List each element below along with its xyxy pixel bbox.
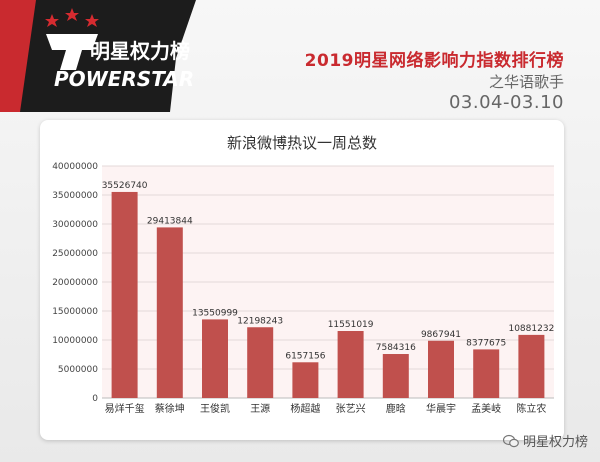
bar (382, 354, 409, 398)
x-tick-label: 鹿晗 (386, 402, 406, 415)
x-tick-label: 孟美岐 (471, 402, 501, 415)
bar-chart: 新浪微博热议一周总数 0 5000000 10000000 15000000 20000… (52, 134, 554, 415)
data-label: 8377675 (466, 338, 506, 348)
bar (111, 191, 138, 398)
data-label: 9867941 (421, 330, 461, 340)
chart-panel: 新浪微博热议一周总数 0 5000000 10000000 15000000 20000… (40, 120, 564, 440)
y-tick-label: 35000000 (52, 191, 98, 201)
brand-cn: 明星权力榜 (90, 39, 190, 63)
page-title: 2019明星网络影响力指数排行榜 (304, 51, 564, 71)
brand-en: POWERSTAR (54, 67, 194, 91)
wechat-icon (502, 434, 519, 447)
y-tick-label: 0 (92, 394, 98, 404)
logo-red-stripe (0, 0, 36, 112)
date-range: 03.04-03.10 (448, 92, 564, 113)
logo-graphic: 明星权力榜 POWERSTAR (0, 0, 196, 112)
data-label: 6157156 (285, 351, 325, 361)
bar (337, 331, 364, 398)
y-tick-label: 20000000 (52, 278, 98, 288)
data-label: 10881232 (508, 324, 554, 334)
y-tick-label: 30000000 (52, 220, 98, 230)
x-tick-label: 蔡徐坤 (155, 402, 185, 415)
bar (428, 340, 454, 398)
x-tick-label: 华晨宇 (426, 402, 456, 415)
logo-mark (46, 34, 98, 70)
y-tick-label: 5000000 (58, 365, 98, 375)
data-label: 7584316 (376, 343, 416, 353)
data-label: 12198243 (237, 316, 283, 326)
x-tick-label: 张艺兴 (336, 403, 366, 415)
bar (473, 349, 500, 398)
y-tick-label: 10000000 (52, 336, 98, 346)
data-label: 11551019 (328, 320, 374, 330)
bar (247, 327, 274, 398)
page-subtitle: 之华语歌手 (488, 73, 564, 91)
y-tick-label: 15000000 (52, 307, 98, 317)
x-tick-label: 杨超越 (290, 402, 320, 415)
y-tick-label: 40000000 (52, 162, 98, 172)
watermark: 明星权力榜 (502, 431, 588, 450)
logo-stars (45, 8, 99, 27)
bar (156, 227, 183, 398)
bar (292, 362, 319, 398)
y-tick-label: 25000000 (52, 249, 98, 259)
x-tick-label: 陈立农 (516, 402, 546, 415)
data-label: 13550999 (192, 308, 238, 318)
bar (518, 334, 545, 398)
x-tick-label: 王源 (250, 402, 270, 415)
data-label: 35526740 (102, 181, 148, 191)
watermark-text: 明星权力榜 (522, 435, 588, 450)
data-label: 29413844 (147, 216, 193, 226)
x-tick-label: 易烊千玺 (105, 402, 145, 415)
chart-title: 新浪微博热议一周总数 (227, 134, 377, 152)
logo: 明星权力榜 POWERSTAR (0, 0, 210, 112)
bar (202, 319, 228, 398)
x-tick-label: 王俊凯 (200, 402, 230, 415)
logo-background (0, 0, 196, 112)
